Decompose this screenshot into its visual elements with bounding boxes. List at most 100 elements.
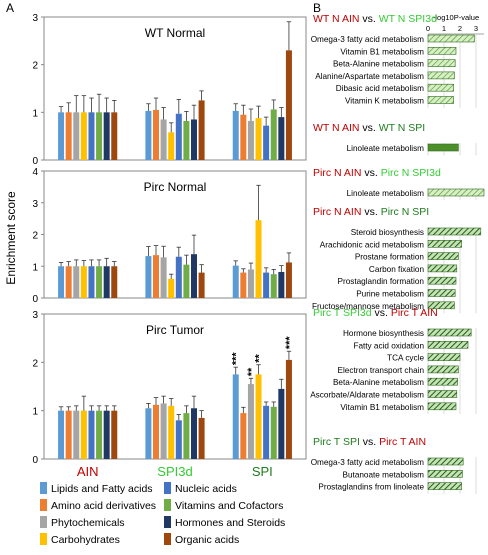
pathway-label: Hormone biosynthesis [343,329,424,338]
legend-label: Carbohydrates [51,534,120,546]
group-title-part: Pirc T SPI [313,436,360,448]
y-tick-label: 1 [32,262,38,273]
subplot-frame [43,16,307,161]
bar [183,413,190,459]
bar [65,266,72,298]
pathway-label: Omega-3 fatty acid metabolism [311,458,424,467]
panel-label-a: A [6,1,14,15]
group-title: Pirc T SPI vs. Pirc T AIN [313,436,426,448]
group-title-part: Pirc N AIN [313,206,361,218]
bar [153,255,159,298]
bar [88,266,95,298]
panel-label-b: B [313,1,321,15]
bar [278,271,285,298]
bar [103,112,110,160]
legend-swatch [40,533,47,545]
pathway-bar [427,252,459,260]
pathway-label: Omega-3 fatty acid metabolism [311,35,424,44]
legend-swatch [40,499,47,511]
bar [247,120,254,160]
legend-swatch [164,516,171,528]
bar [96,410,103,459]
bar [96,112,103,160]
bar [145,110,152,160]
pathway-label: Arachidonic acid metabolism [320,240,424,249]
bar [73,266,80,298]
bar [240,114,247,160]
group-title-part: vs. [359,13,378,25]
bar [88,112,95,160]
pathway-label: Beta-Alanine metabolism [333,60,424,69]
bar [270,406,277,459]
bar [278,388,285,459]
group-title-part: Pirc N SPI3d [381,167,441,179]
bar [73,410,80,459]
group-title: Pirc N AIN vs. Pirc N SPI3d [313,167,441,179]
bar [247,384,254,459]
bar [191,254,197,298]
pathway-bar [427,34,475,43]
pathway-label: Ascorbate/Aldarate metabolism [310,391,424,400]
bar [175,113,182,160]
group-title-part: vs. [360,436,379,448]
legend-label: Lipids and Fatty acids [51,483,153,495]
bar [198,417,205,459]
pathway-bar [427,83,454,92]
bar [232,374,239,459]
pathway-label: Vitamin K metabolism [345,97,424,106]
y-tick-label: 0 [32,156,38,167]
pathway-bar [427,188,485,197]
pathway-bar [427,482,462,490]
bar [263,272,270,298]
x-tick-label: 3 [474,24,478,33]
pathway-label: Fatty acid oxidation [353,341,424,350]
pathway-label: Linoleate metabolism [347,189,425,198]
bar [255,118,262,160]
bar [270,274,277,298]
pathway-bar [427,264,458,273]
bar [198,272,205,298]
pathway-bar [427,340,469,349]
pathway-bar [427,46,457,55]
legend-swatch [40,516,47,528]
pathway-bar [427,402,457,411]
x-tick-label: 1 [442,24,446,33]
group-title-part: WT N SPI [379,122,425,134]
bar [103,410,110,459]
bar [58,112,65,160]
legend-swatch [40,482,47,494]
bar [285,359,292,459]
subplot-title: Pirc Tumor [146,323,204,337]
pathway-bar [427,289,456,297]
x-category-label: AIN [77,464,99,479]
x-category-label: SPI [252,464,273,479]
legend-label: Vitamins and Cofactors [175,500,283,512]
group-title-part: Pirc N SPI [381,206,429,218]
significance-label: ** [254,353,266,362]
bar [240,272,247,298]
legend-label: Amino acid derivatives [51,500,156,512]
group-title-part: WT N SPI3d [379,13,437,25]
significance-label: *** [284,336,296,350]
pathway-bar [427,457,464,466]
bar [191,408,197,459]
bar [103,266,110,298]
legend-label: Phytochemicals [51,517,125,529]
pathway-bar [427,365,459,374]
pathway-bar [427,469,463,478]
pathway-bar [427,240,462,248]
x-tick-label: 0 [426,24,430,33]
bar [168,405,175,459]
bar [168,132,175,160]
pathway-label: TCA cycle [387,354,424,363]
x-tick-label: 2 [458,24,462,33]
legend-label: Nucleic acids [175,483,237,495]
y-tick-label: 0 [32,455,38,466]
legend-swatch [164,482,171,494]
group-title: Pirc T SPI3d vs. Pirc T AIN [313,307,438,319]
group-title-part: Pirc T AIN [391,307,438,319]
group-title: WT N AIN vs. WT N SPI3d [313,13,437,25]
subplot-0: 0 1 2 3 WT Normal [32,13,307,167]
